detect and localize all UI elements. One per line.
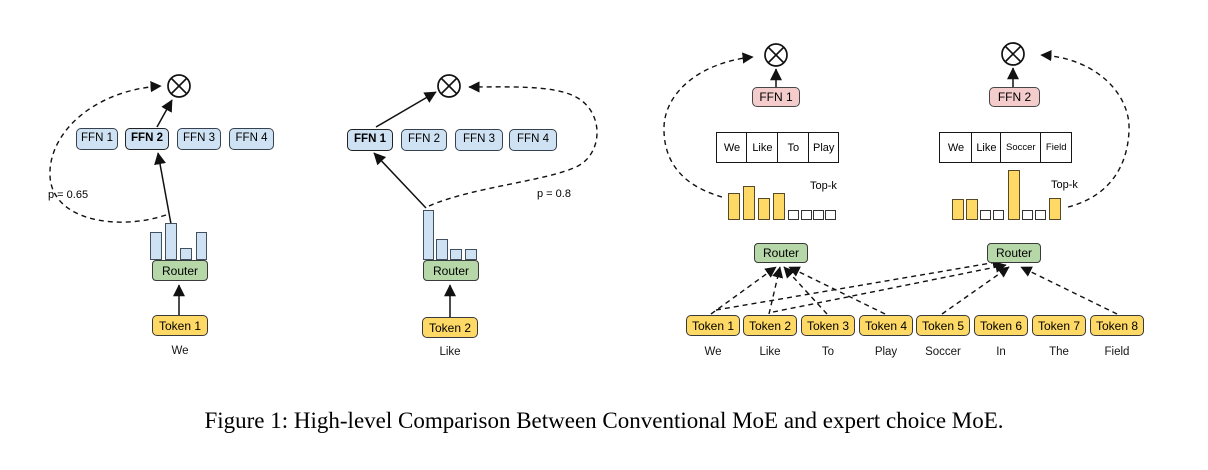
router-prob-bar bbox=[150, 232, 162, 260]
multiply-icon bbox=[1001, 42, 1025, 66]
word-cell: To bbox=[776, 132, 810, 163]
topk-score-bar bbox=[966, 199, 978, 220]
router-prob-bar bbox=[196, 232, 207, 260]
token-to-router-dashed-line bbox=[768, 266, 784, 315]
router-box: Router bbox=[754, 243, 808, 263]
token-box: Token 3 bbox=[801, 315, 855, 336]
probability-weight-curve bbox=[49, 81, 167, 223]
token-box: Token 2 bbox=[422, 317, 478, 338]
token-word-label: Like bbox=[439, 346, 461, 358]
multiply-icon bbox=[437, 74, 461, 98]
token-to-router-dashed-line bbox=[788, 266, 886, 315]
token-word-label: Play bbox=[874, 346, 898, 358]
token-to-router-dashed-line bbox=[941, 266, 1010, 315]
topk-score-bar bbox=[758, 198, 770, 220]
token-box: Token 6 bbox=[974, 315, 1028, 336]
token-word-label: In bbox=[996, 346, 1006, 358]
topk-score-bar bbox=[801, 210, 812, 220]
selected-words-row: We Like To Play bbox=[716, 132, 840, 163]
ffn-box: FFN 4 bbox=[229, 128, 274, 150]
word-cell: Field bbox=[1040, 132, 1073, 163]
ffn-box: FFN 1 bbox=[76, 128, 118, 150]
topk-label: Top-k bbox=[1051, 179, 1078, 191]
topk-score-bars bbox=[952, 170, 1062, 220]
topk-score-bar bbox=[980, 210, 991, 220]
router-box: Router bbox=[987, 243, 1041, 263]
token-box: Token 7 bbox=[1032, 315, 1086, 336]
word-cell: Like bbox=[971, 132, 1002, 163]
token-box: Token 5 bbox=[916, 315, 970, 336]
token-box: Token 1 bbox=[686, 315, 740, 336]
token-word-label: Like bbox=[759, 346, 781, 358]
router-prob-bars bbox=[150, 223, 210, 260]
topk-score-bar bbox=[952, 199, 964, 220]
router-prob-bars bbox=[423, 210, 479, 260]
topk-score-bar bbox=[1049, 198, 1061, 220]
token-box: Token 1 bbox=[152, 315, 208, 336]
ffn-box: FFN 2 bbox=[989, 87, 1040, 107]
figure-caption: Figure 1: High-level Comparison Between … bbox=[204, 408, 1004, 433]
multiply-icon bbox=[167, 74, 191, 98]
probability-weight-curve bbox=[663, 52, 754, 198]
token-word-label: The bbox=[1049, 346, 1069, 358]
word-cell: We bbox=[716, 132, 748, 163]
token-box: Token 4 bbox=[859, 315, 913, 336]
token-to-router-dashed-line bbox=[715, 257, 1004, 311]
ffn-box: FFN 3 bbox=[177, 128, 221, 150]
topk-score-bar bbox=[743, 186, 755, 220]
router-prob-bar bbox=[180, 248, 192, 260]
token-to-router-dashed-line bbox=[1020, 266, 1118, 315]
topk-score-bar bbox=[728, 193, 740, 220]
ffn-box: FFN 3 bbox=[455, 129, 503, 151]
topk-label: Top-k bbox=[810, 180, 837, 192]
token-word-label: We bbox=[171, 345, 189, 357]
router-to-ffn-arrow bbox=[154, 152, 172, 225]
topk-score-bar bbox=[773, 193, 785, 220]
router-prob-bar bbox=[465, 249, 477, 260]
ffn-box-selected: FFN 2 bbox=[125, 128, 169, 150]
topk-score-bar bbox=[1008, 170, 1020, 220]
topk-score-bars bbox=[728, 186, 836, 220]
topk-score-bar bbox=[813, 210, 824, 220]
token-box: Token 2 bbox=[743, 315, 797, 336]
p-value-label: p = 0.8 bbox=[537, 188, 571, 200]
ffn-box-selected: FFN 1 bbox=[347, 129, 393, 151]
selected-words-row: We Like Soccer Field bbox=[939, 132, 1073, 163]
ffn-box: FFN 1 bbox=[752, 87, 800, 107]
router-prob-bar bbox=[423, 210, 434, 260]
ffn-to-multiply-arrow bbox=[156, 99, 173, 128]
router-prob-bar bbox=[165, 223, 177, 260]
token-word-label: To bbox=[821, 346, 835, 358]
topk-score-bar bbox=[1035, 210, 1046, 220]
router-prob-bar bbox=[436, 239, 448, 260]
topk-score-bar bbox=[993, 210, 1004, 220]
router-prob-bar bbox=[450, 249, 462, 260]
token-to-router-dashed-line bbox=[710, 266, 777, 315]
word-cell: We bbox=[939, 132, 973, 163]
ffn-box: FFN 4 bbox=[509, 129, 557, 151]
token-word-label: Soccer bbox=[925, 346, 961, 358]
word-cell: Play bbox=[808, 132, 840, 163]
word-cell: Soccer bbox=[999, 132, 1042, 163]
word-cell: Like bbox=[746, 132, 779, 163]
token-word-label: We bbox=[704, 346, 722, 358]
token-to-router-dashed-line bbox=[772, 261, 1007, 313]
router-box: Router bbox=[423, 260, 479, 281]
multiply-icon bbox=[764, 43, 788, 67]
router-to-ffn-arrow bbox=[373, 152, 427, 209]
ffn-box: FFN 2 bbox=[401, 129, 447, 151]
token-to-router-dashed-line bbox=[783, 266, 828, 315]
router-box: Router bbox=[152, 260, 208, 281]
topk-score-bar bbox=[825, 210, 836, 220]
topk-score-bar bbox=[1022, 210, 1033, 220]
topk-score-bar bbox=[788, 210, 799, 220]
token-box: Token 8 bbox=[1090, 315, 1144, 336]
token-word-label: Field bbox=[1104, 346, 1130, 358]
ffn-to-multiply-arrow bbox=[375, 91, 437, 128]
p-value-label: p = 0.65 bbox=[48, 189, 89, 201]
